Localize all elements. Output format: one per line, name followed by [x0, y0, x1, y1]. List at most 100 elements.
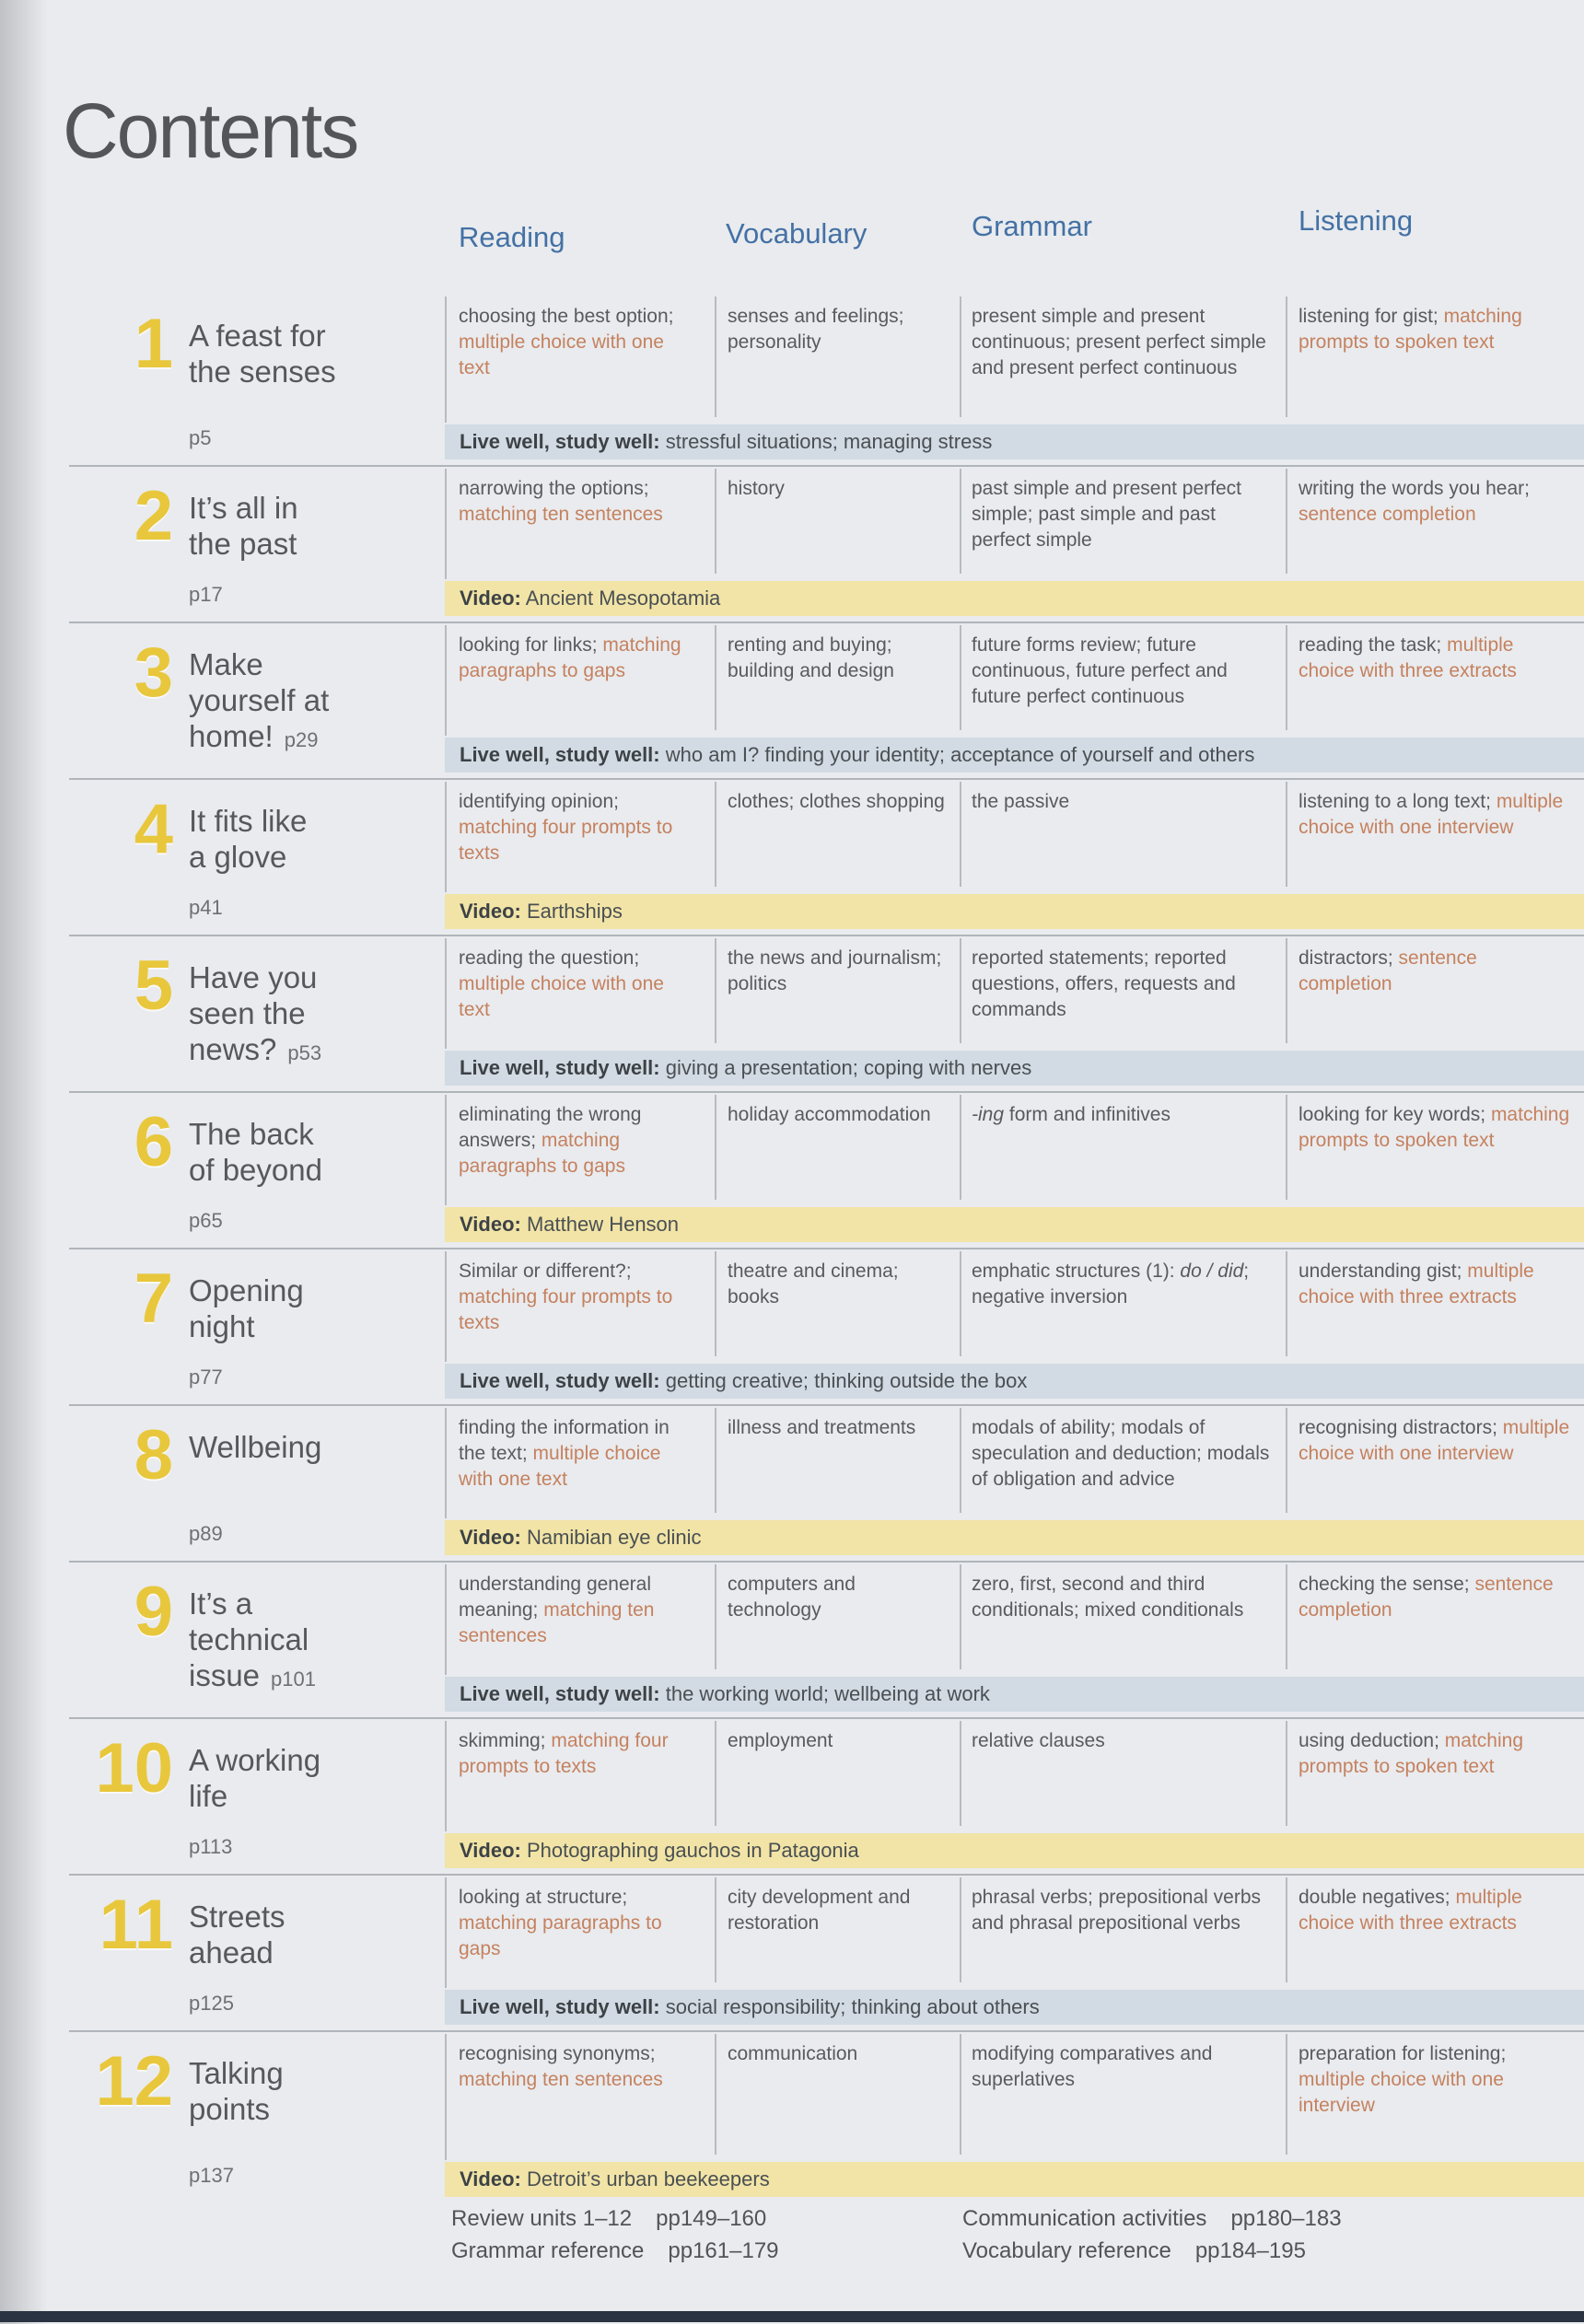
column-divider — [1286, 1251, 1287, 1356]
listening-cell: listening to a long text; multiple choic… — [1299, 791, 1564, 838]
unit-title: Talking points — [189, 2056, 284, 2126]
column-divider — [715, 625, 716, 730]
column-divider — [960, 1564, 961, 1669]
listening-cell: checking the sense; sentence completion — [1299, 1574, 1554, 1621]
unit-number: 5 — [134, 947, 173, 1025]
unit-title: It’s all in the past — [189, 491, 298, 561]
listening-cell: listening for gist; matching prompts to … — [1299, 306, 1522, 353]
reference-pages: pp149–160 — [656, 2206, 767, 2231]
unit-number: 7 — [134, 1260, 173, 1338]
unit-footer-bar: Live well, study well: the working world… — [445, 1677, 1584, 1712]
footer-bar-text: Matthew Henson — [520, 1213, 680, 1236]
unit-footer-bar: Live well, study well: stressful situati… — [445, 424, 1584, 459]
unit-row: 4 It fits like a glove p41 identifying o… — [0, 778, 1584, 935]
column-divider — [715, 2034, 716, 2155]
unit-number: 6 — [134, 1103, 173, 1181]
vocabulary-cell: employment — [728, 1730, 833, 1751]
grammar-cell: future forms review; future continuous, … — [972, 634, 1228, 707]
row-separator-line — [69, 1091, 1584, 1093]
reading-cell: skimming; matching four prompts to texts — [459, 1730, 669, 1777]
column-divider — [960, 296, 961, 417]
listening-cell: understanding gist; multiple choice with… — [1299, 1261, 1534, 1307]
unit-number: 3 — [134, 633, 173, 712]
unit-page-ref: p77 — [189, 1365, 223, 1389]
column-divider — [445, 1095, 447, 1205]
vocabulary-cell: illness and treatments — [728, 1417, 916, 1438]
unit-title-block: Have you seen the news? p53 — [189, 960, 437, 1068]
column-divider — [715, 1564, 716, 1669]
column-divider — [960, 938, 961, 1043]
row-separator-line — [69, 1874, 1584, 1876]
unit-title-block: Wellbeing — [189, 1430, 437, 1466]
column-divider — [445, 938, 447, 1049]
column-divider — [1286, 625, 1287, 730]
reading-cell: looking for links; matching paragraphs t… — [459, 634, 681, 681]
unit-number: 8 — [134, 1416, 173, 1494]
column-divider — [715, 1408, 716, 1513]
unit-number: 9 — [134, 1573, 173, 1651]
row-separator-line — [69, 622, 1584, 623]
column-divider — [445, 2034, 447, 2160]
unit-row: 6 The back of beyond p65 eliminating the… — [0, 1091, 1584, 1248]
unit-title-block: Streets ahead — [189, 1900, 437, 1971]
unit-page-ref: p65 — [189, 1209, 223, 1232]
reference-pages: pp180–183 — [1230, 2206, 1342, 2231]
footer-bar-text: the working world; wellbeing at work — [659, 1682, 990, 1705]
column-divider — [445, 1721, 447, 1831]
reference-item: Grammar reference pp161–179 — [451, 2238, 779, 2264]
column-divider — [960, 1877, 961, 1982]
listening-cell: recognising distractors; multiple choice… — [1299, 1417, 1570, 1464]
unit-row: 9 It’s a technical issue p101 understandi… — [0, 1561, 1584, 1717]
reading-cell: understanding general meaning; matching … — [459, 1574, 655, 1646]
footer-bar-text: Photographing gauchos in Patagonia — [520, 1839, 859, 1862]
unit-row: 1 A feast for the senses p5 choosing the… — [0, 293, 1584, 465]
column-divider — [1286, 296, 1287, 417]
column-divider — [1286, 1564, 1287, 1669]
unit-page-ref: p89 — [189, 1522, 223, 1545]
unit-title-block: A feast for the senses — [189, 319, 437, 390]
footer-bar-text: Namibian eye clinic — [520, 1526, 702, 1549]
column-divider — [960, 625, 961, 730]
unit-number: 10 — [95, 1729, 173, 1807]
unit-number: 2 — [134, 477, 173, 555]
unit-footer-bar: Video: Ancient Mesopotamia — [445, 581, 1584, 616]
column-divider — [715, 469, 716, 574]
column-divider — [715, 782, 716, 887]
footer-bar-text: Detroit’s urban beekeepers — [520, 2167, 770, 2190]
grammar-cell: modals of ability; modals of speculation… — [972, 1417, 1270, 1490]
unit-title-block: It’s a technical issue p101 — [189, 1586, 437, 1694]
unit-page-ref: p113 — [189, 1835, 233, 1858]
column-header-grammar: Grammar — [972, 210, 1092, 242]
unit-title-block: The back of beyond — [189, 1117, 437, 1189]
unit-title: A feast for the senses — [189, 319, 336, 389]
vocabulary-cell: history — [728, 478, 785, 499]
unit-footer-bar: Video: Matthew Henson — [445, 1207, 1584, 1242]
footer-bar-label: Live well, study well: — [460, 1682, 660, 1705]
reference-item: Vocabulary reference pp184–195 — [962, 2238, 1306, 2264]
footer-bar-text: social responsibility; thinking about ot… — [659, 1995, 1040, 2018]
grammar-cell: zero, first, second and third conditiona… — [972, 1574, 1244, 1621]
grammar-cell: emphatic structures (1): do / did; negat… — [972, 1261, 1250, 1307]
footer-bar-label: Video: — [460, 1213, 521, 1236]
unit-page-ref: p125 — [189, 1992, 234, 2015]
unit-number: 4 — [134, 790, 173, 868]
reference-item: Communication activities pp180–183 — [962, 2206, 1342, 2232]
column-divider — [960, 782, 961, 887]
column-divider — [1286, 1721, 1287, 1826]
unit-footer-bar: Live well, study well: social responsibi… — [445, 1990, 1584, 2025]
footer-bar-label: Live well, study well: — [460, 743, 660, 766]
column-header-reading: Reading — [459, 221, 565, 253]
unit-footer-bar: Video: Earthships — [445, 894, 1584, 929]
unit-row: 7 Opening night p77 Similar or different… — [0, 1248, 1584, 1404]
unit-row: 10 A working life p113 skimming; matchin… — [0, 1717, 1584, 1874]
column-divider — [1286, 469, 1287, 574]
vocabulary-cell: senses and feelings; personality — [728, 306, 904, 353]
listening-cell: looking for key words; matching prompts … — [1299, 1104, 1570, 1151]
unit-title: Wellbeing — [189, 1430, 322, 1464]
unit-row: 12 Talking points p137 recognising synon… — [0, 2030, 1584, 2202]
footer-bar-label: Live well, study well: — [460, 1995, 660, 2018]
column-divider — [715, 1251, 716, 1356]
unit-page-ref: p17 — [189, 583, 223, 606]
unit-footer-bar: Video: Namibian eye clinic — [445, 1520, 1584, 1555]
row-separator-line — [69, 1404, 1584, 1406]
